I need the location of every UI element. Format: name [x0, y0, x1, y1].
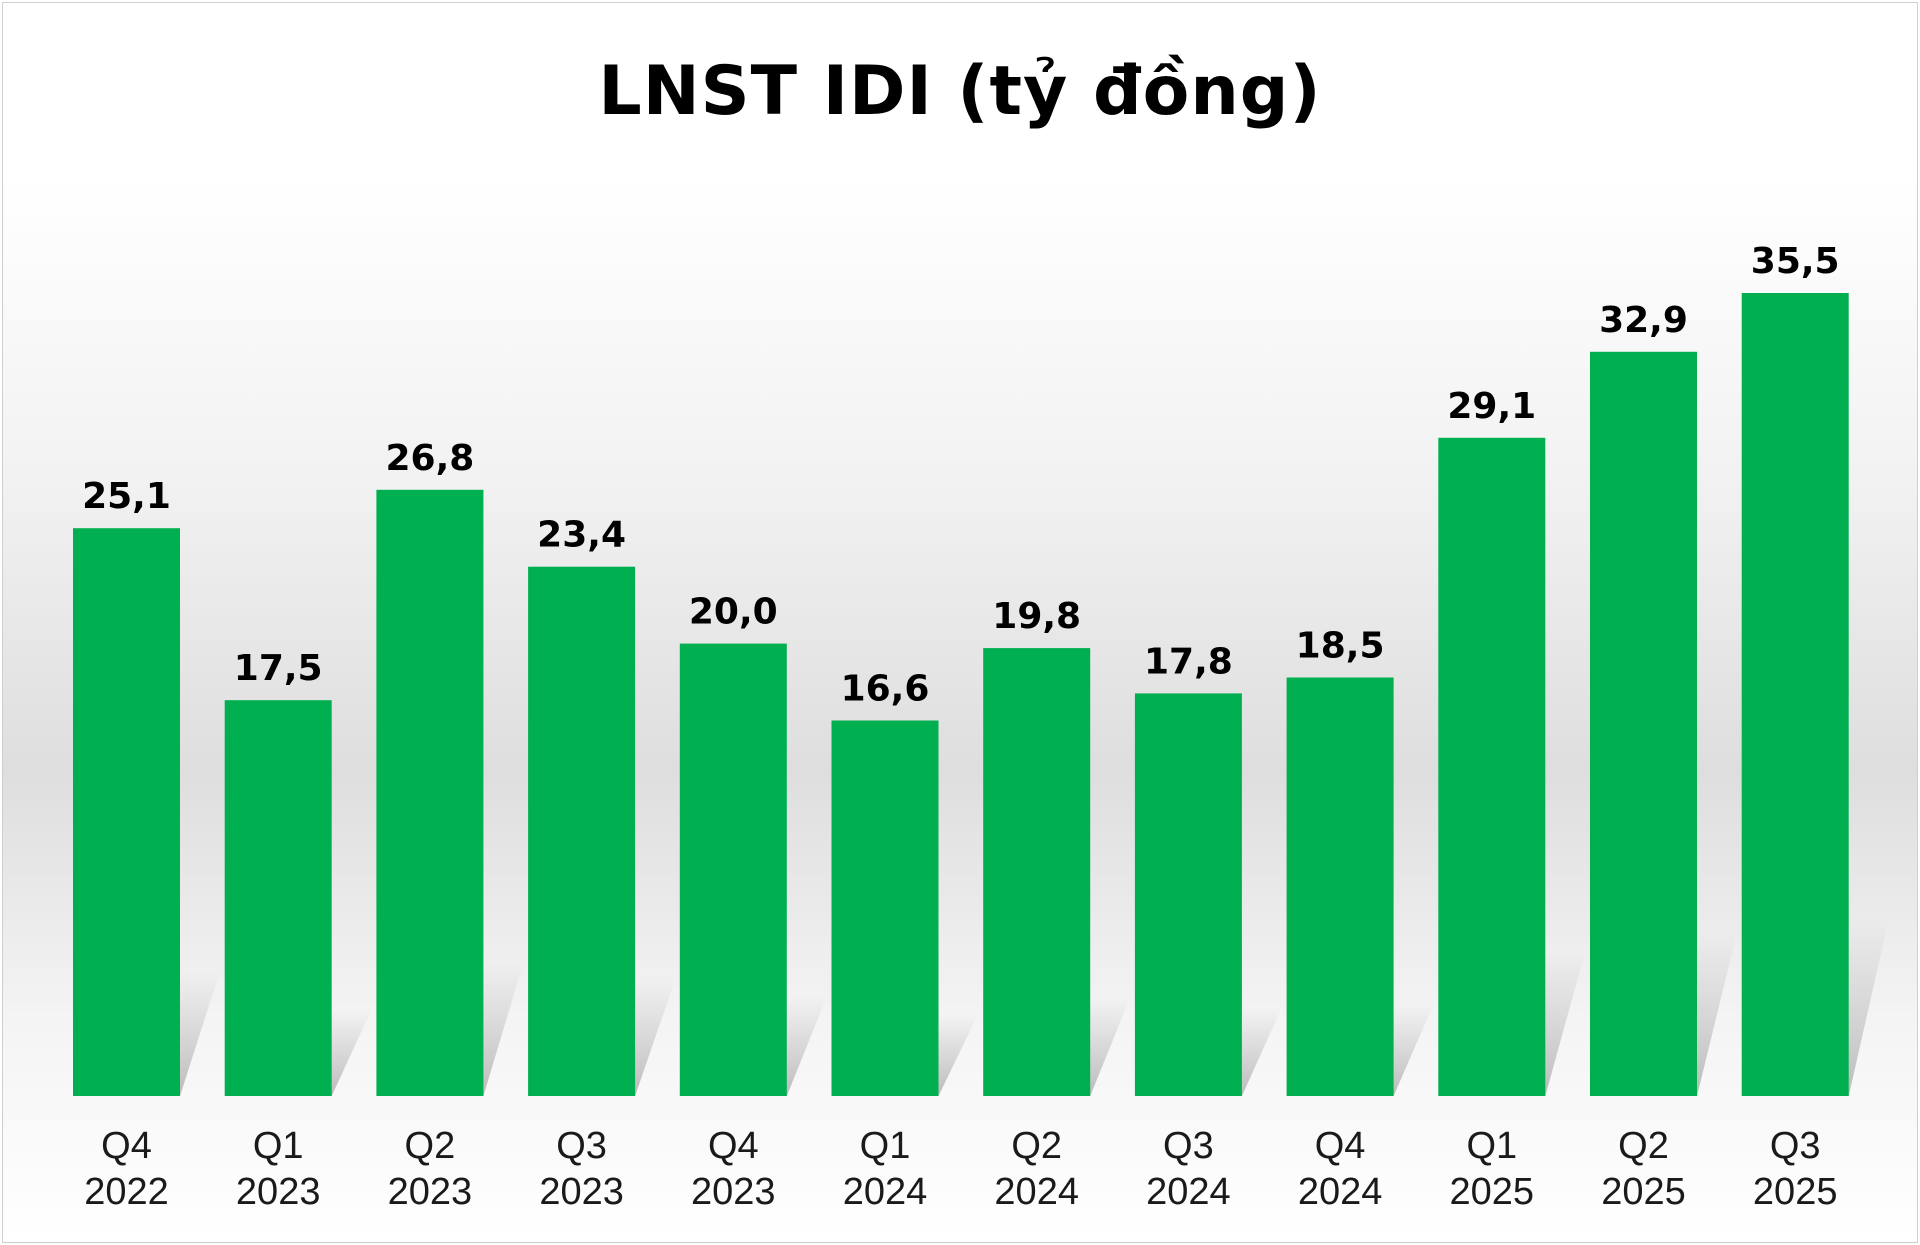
bar — [831, 720, 939, 1096]
x-tick-label-quarter: Q2 — [405, 1125, 456, 1167]
x-tick-label-year: 2024 — [1146, 1171, 1231, 1213]
data-label: 29,1 — [1447, 386, 1536, 427]
chart-title: LNST IDI (tỷ đồng) — [598, 52, 1322, 131]
data-label: 16,6 — [841, 669, 930, 710]
x-tick-label-year: 2025 — [1601, 1171, 1686, 1213]
bar — [528, 566, 636, 1096]
data-label: 32,9 — [1599, 300, 1688, 341]
x-tick-label-quarter: Q4 — [708, 1125, 759, 1167]
x-tick-label-year: 2024 — [843, 1171, 928, 1213]
x-tick-label-year: 2025 — [1450, 1171, 1535, 1213]
bar — [679, 643, 787, 1096]
data-label: 18,5 — [1296, 626, 1385, 667]
x-tick-label-year: 2025 — [1753, 1171, 1838, 1213]
x-tick-label-quarter: Q3 — [556, 1125, 607, 1167]
data-label: 20,0 — [689, 592, 778, 633]
data-label: 17,5 — [234, 648, 323, 689]
bar — [983, 648, 1091, 1096]
x-tick-label-year: 2024 — [1298, 1171, 1383, 1213]
x-tick-label-year: 2023 — [236, 1171, 321, 1213]
x-tick-label-year: 2023 — [388, 1171, 473, 1213]
bar — [1590, 351, 1697, 1096]
data-label: 19,8 — [992, 596, 1081, 637]
x-tick-label-quarter: Q2 — [1618, 1125, 1669, 1167]
x-tick-label-year: 2024 — [994, 1171, 1079, 1213]
x-tick-label-year: 2022 — [84, 1171, 169, 1213]
data-label: 35,5 — [1751, 241, 1840, 282]
x-tick-label-quarter: Q2 — [1011, 1125, 1062, 1167]
x-tick-label-quarter: Q4 — [101, 1125, 152, 1167]
x-tick-label-year: 2023 — [539, 1171, 624, 1213]
x-tick-label-quarter: Q3 — [1163, 1125, 1214, 1167]
data-label: 17,8 — [1144, 641, 1233, 682]
bar — [73, 528, 180, 1096]
bar — [376, 489, 484, 1096]
x-tick-label-year: 2023 — [691, 1171, 776, 1213]
bar — [1438, 437, 1546, 1096]
x-tick-label-quarter: Q4 — [1315, 1125, 1366, 1167]
category-labels: Q42022Q12023Q22023Q32023Q42023Q12024Q220… — [84, 1125, 1837, 1213]
data-label: 25,1 — [82, 476, 171, 517]
data-label: 26,8 — [385, 438, 474, 479]
bar — [1741, 293, 1849, 1096]
x-tick-label-quarter: Q1 — [253, 1125, 304, 1167]
x-tick-label-quarter: Q1 — [860, 1125, 911, 1167]
x-tick-label-quarter: Q3 — [1770, 1125, 1821, 1167]
bars — [73, 293, 1849, 1096]
x-tick-label-quarter: Q1 — [1466, 1125, 1517, 1167]
data-label: 23,4 — [537, 515, 626, 556]
value-labels: 25,1 17,5 26,8 23,4 20,0 16,6 19,8 17,8 18,5 29,1… — [82, 241, 1840, 710]
bar — [224, 700, 332, 1096]
bar — [1286, 677, 1394, 1096]
bar — [1134, 693, 1242, 1096]
